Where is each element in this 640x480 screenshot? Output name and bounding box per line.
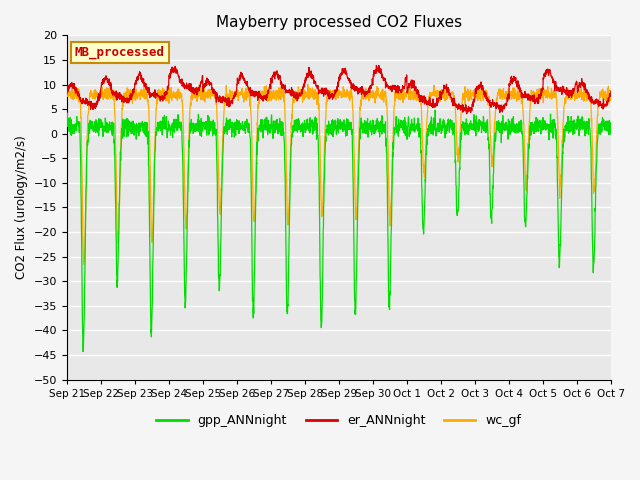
Y-axis label: CO2 Flux (urology/m2/s): CO2 Flux (urology/m2/s) [15,136,28,279]
Title: Mayberry processed CO2 Fluxes: Mayberry processed CO2 Fluxes [216,15,462,30]
Legend: gpp_ANNnight, er_ANNnight, wc_gf: gpp_ANNnight, er_ANNnight, wc_gf [151,409,527,432]
Text: MB_processed: MB_processed [75,46,165,59]
